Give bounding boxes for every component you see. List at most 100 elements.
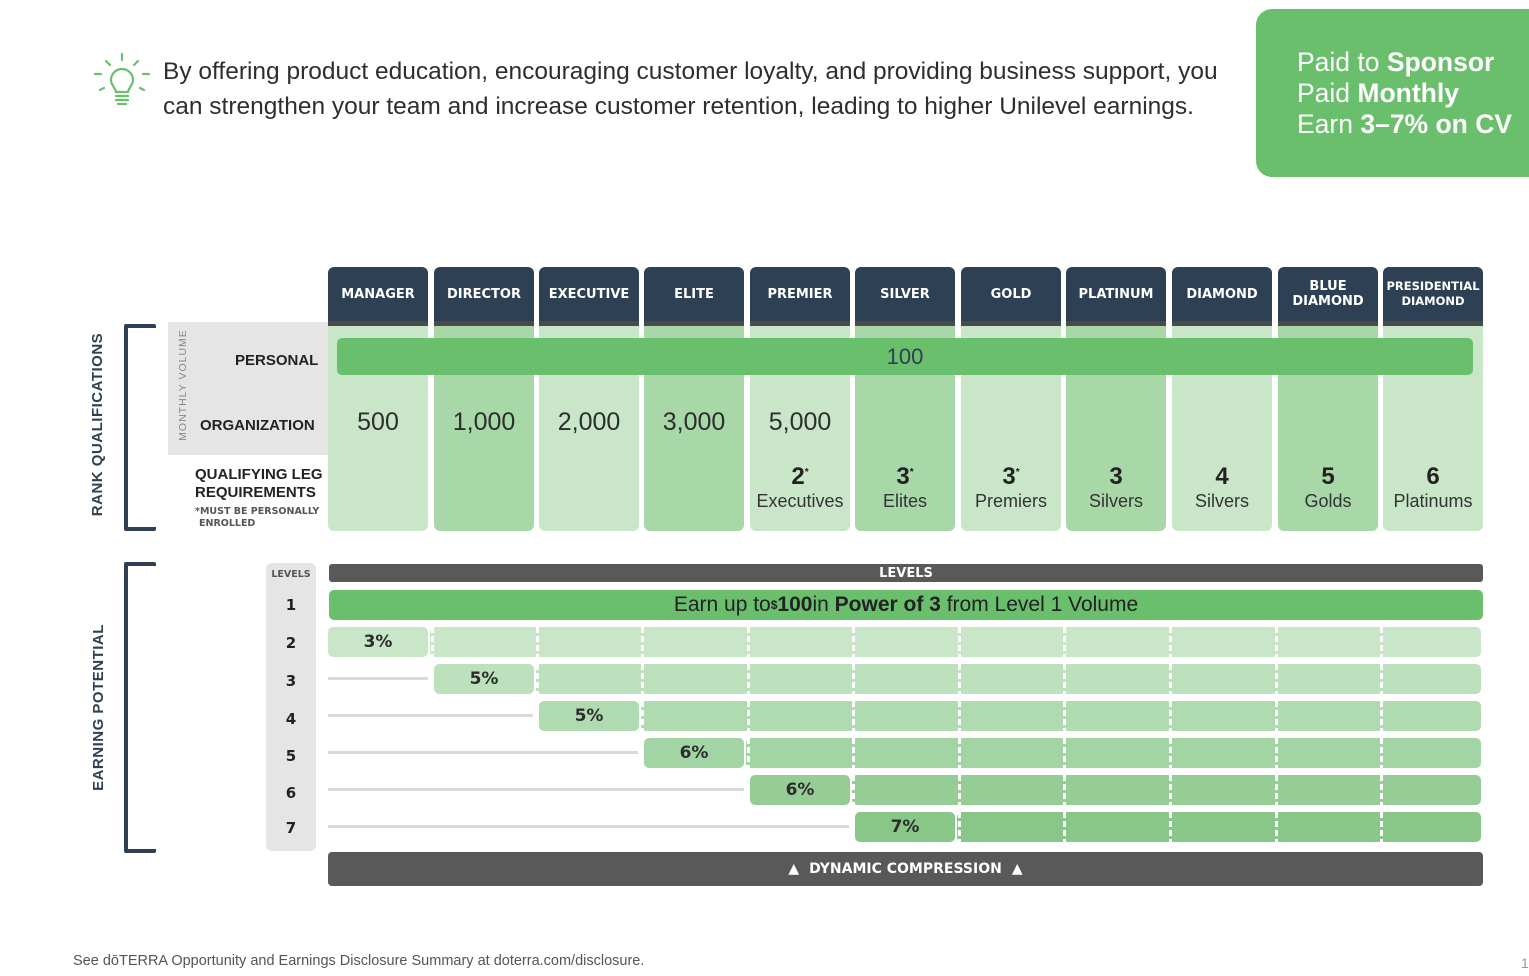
column-separator (852, 627, 855, 657)
qualifying-leg-label: QUALIFYING LEG REQUIREMENTS (195, 466, 323, 501)
rank-header-blue-diamond: BLUE DIAMOND (1278, 267, 1378, 326)
column-separator (1275, 812, 1278, 842)
column-separator (958, 664, 961, 694)
rank-header-silver: SILVER (855, 267, 955, 326)
column-separator (747, 738, 750, 768)
rank-header-diamond: DIAMOND (1172, 267, 1272, 326)
level-percentage: 6% (750, 775, 850, 805)
level-row-bar (641, 701, 1481, 731)
organization-value: 5,000 (768, 408, 832, 436)
column-separator (1063, 775, 1066, 805)
level-percentage: 3% (328, 627, 428, 657)
earning-potential-bracket (124, 562, 156, 853)
earning-potential-label: EARNING POTENTIAL (89, 623, 107, 791)
level-percentage: 5% (434, 664, 534, 694)
column-separator (1169, 812, 1172, 842)
column-separator (958, 738, 961, 768)
pay-line-earn: Earn 3–7% on CV (1297, 109, 1513, 139)
leg-rank: Elites (882, 491, 927, 511)
leg-count: 3 (1109, 463, 1123, 490)
column-separator (1380, 812, 1383, 842)
column-separator (641, 664, 644, 694)
level-percentage: 7% (855, 812, 955, 842)
level-number: 1 (285, 596, 297, 614)
column-separator (1169, 664, 1172, 694)
level-number: 4 (285, 710, 297, 728)
leg-rank: Silvers (1194, 491, 1249, 511)
rank-qualifications-label: RANK QUALIFICATIONS (89, 332, 107, 516)
level-number: 6 (285, 784, 297, 802)
personal-volume-bar: 100 (337, 338, 1473, 375)
compression-line (328, 714, 533, 717)
column-separator (1380, 664, 1383, 694)
leg-count: 6 (1426, 463, 1440, 490)
column-separator (1275, 775, 1278, 805)
dynamic-compression-label: DYNAMIC COMPRESSION (809, 861, 1002, 877)
column-separator (1275, 738, 1278, 768)
column-separator (958, 775, 961, 805)
column-separator (536, 627, 539, 657)
column-separator (1380, 701, 1383, 731)
page-number: 1 (1521, 955, 1529, 971)
column-separator (852, 664, 855, 694)
level-row-bar (536, 664, 1481, 694)
column-separator (1063, 664, 1066, 694)
column-separator (1063, 627, 1066, 657)
level-row-bar (430, 627, 1481, 657)
column-separator (641, 701, 644, 731)
leg-count: 3* (1002, 463, 1020, 490)
column-separator (1063, 738, 1066, 768)
qualifying-note: *MUST BE PERSONALLY ENROLLED (195, 506, 320, 529)
rank-header-presidential-diamond: PRESIDENTIAL DIAMOND (1383, 267, 1483, 326)
dynamic-compression-bar: ▲ DYNAMIC COMPRESSION ▲ (328, 852, 1483, 886)
organization-value: 3,000 (662, 408, 726, 436)
volume-label-bg (168, 322, 328, 455)
levels-bar: LEVELS (329, 564, 1483, 582)
level-row-bar (746, 738, 1481, 768)
column-separator (958, 812, 961, 842)
pay-summary-box: Paid to Sponsor Paid Monthly Earn 3–7% o… (1256, 9, 1529, 177)
rank-header-executive: EXECUTIVE (539, 267, 639, 326)
up-arrow-icon: ▲ (1011, 861, 1023, 877)
level-row-bar (957, 812, 1481, 842)
column-separator (958, 627, 961, 657)
column-separator (1275, 701, 1278, 731)
levels-column-header: LEVELS (271, 569, 311, 580)
column-separator (958, 701, 961, 731)
leg-count: 2* (791, 463, 809, 490)
column-separator (1380, 627, 1383, 657)
column-separator (1275, 627, 1278, 657)
leg-count: 4 (1215, 463, 1229, 490)
leg-rank: Silvers (1088, 491, 1143, 511)
compression-line (328, 788, 744, 791)
rank-header-gold: GOLD (961, 267, 1061, 326)
levels-column (266, 563, 316, 851)
level-number: 3 (285, 672, 297, 690)
leg-rank: Premiers (974, 491, 1047, 511)
column-separator (1380, 775, 1383, 805)
level-row-bar (852, 775, 1481, 805)
compression-line (328, 677, 428, 680)
column-separator (431, 627, 434, 657)
level1-bar: Earn up to $100 in Power of 3 from Level… (329, 590, 1483, 620)
leg-rank: Golds (1304, 491, 1352, 511)
up-arrow-icon: ▲ (788, 861, 800, 877)
rank-header-director: DIRECTOR (434, 267, 534, 326)
rank-header-premier: PREMIER (750, 267, 850, 326)
column-separator (852, 701, 855, 731)
rank-header-manager: MANAGER (328, 267, 428, 326)
column-separator (1169, 627, 1172, 657)
organization-label: ORGANIZATION (200, 417, 315, 434)
column-separator (852, 775, 855, 805)
organization-value: 2,000 (557, 408, 621, 436)
lightbulb-icon (92, 48, 152, 116)
column-separator (747, 664, 750, 694)
column-separator (1169, 775, 1172, 805)
monthly-volume-label: MONTHLY VOLUME (177, 329, 190, 441)
level-number: 7 (285, 819, 297, 837)
level-percentage: 5% (539, 701, 639, 731)
leg-rank: Executives (756, 491, 844, 511)
leg-rank: Platinums (1393, 491, 1473, 511)
pay-line-sponsor: Paid to Sponsor (1297, 47, 1495, 77)
disclosure-footer: See dōTERRA Opportunity and Earnings Dis… (73, 953, 645, 969)
